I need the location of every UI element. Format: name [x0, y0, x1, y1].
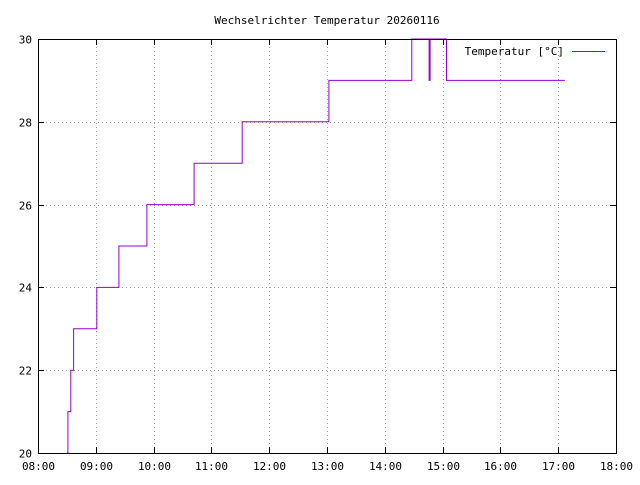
y-tick-label: 20 [19, 448, 32, 461]
x-tick-label: 10:00 [138, 460, 171, 473]
x-tick-label: 11:00 [195, 460, 228, 473]
series-layer [66, 38, 565, 454]
x-tick-label: 17:00 [542, 460, 575, 473]
x-tick-label: 18:00 [600, 460, 633, 473]
x-tick-label: 08:00 [22, 460, 55, 473]
chart-title: Wechselrichter Temperatur 20260116 [214, 14, 439, 27]
grid [38, 39, 616, 453]
series-line [66, 38, 565, 454]
y-tick-label: 28 [19, 117, 32, 130]
ticks: 08:00 09:00 10:00 11:00 12:00 13:00 14:00 15:00… [19, 34, 633, 474]
y-tick-label: 26 [19, 200, 32, 213]
x-tick-label: 15:00 [427, 460, 460, 473]
y-tick-label: 24 [19, 282, 33, 295]
x-tick-label: 16:00 [484, 460, 517, 473]
x-tick-label: 12:00 [253, 460, 286, 473]
legend-label: Temperatur [°C] [465, 45, 564, 58]
y-tick-label: 22 [19, 365, 32, 378]
legend: Temperatur [°C] [465, 45, 605, 58]
x-tick-label: 14:00 [369, 460, 402, 473]
y-tick-label: 30 [19, 34, 32, 47]
x-tick-label: 09:00 [80, 460, 113, 473]
x-tick-label: 13:00 [311, 460, 344, 473]
